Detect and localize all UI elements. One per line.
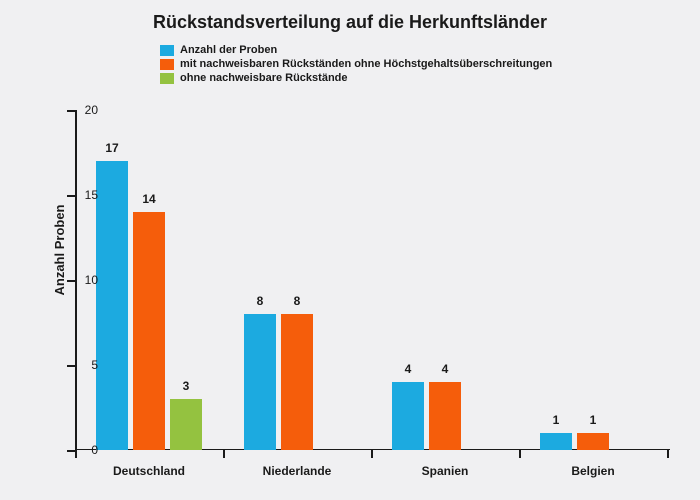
legend-swatch-0: [160, 45, 174, 56]
x-tick: [75, 450, 77, 458]
bar: [281, 314, 313, 450]
bar-value-label: 4: [442, 362, 449, 376]
bar: [133, 212, 165, 450]
legend-label-1: mit nachweisbaren Rückständen ohne Höchs…: [180, 58, 552, 70]
y-tick-label: 20: [85, 103, 98, 117]
legend: Anzahl der Proben mit nachweisbaren Rück…: [160, 44, 552, 86]
bar-value-label: 1: [553, 413, 560, 427]
y-tick-label: 15: [85, 188, 98, 202]
x-category-label: Niederlande: [263, 464, 332, 478]
y-tick: [67, 365, 75, 367]
bar: [170, 399, 202, 450]
y-tick: [67, 110, 75, 112]
x-category-label: Deutschland: [113, 464, 185, 478]
y-axis: [75, 110, 77, 450]
x-category-label: Belgien: [571, 464, 614, 478]
x-tick: [519, 450, 521, 458]
bar-value-label: 14: [142, 192, 155, 206]
y-tick-label: 5: [91, 358, 98, 372]
bar: [429, 382, 461, 450]
legend-swatch-2: [160, 73, 174, 84]
legend-label-0: Anzahl der Proben: [180, 44, 277, 56]
legend-item-2: ohne nachweisbare Rückstände: [160, 72, 552, 84]
bar-value-label: 1: [590, 413, 597, 427]
bar: [96, 161, 128, 450]
y-axis-label: Anzahl Proben: [52, 204, 67, 295]
y-tick: [67, 450, 75, 452]
legend-label-2: ohne nachweisbare Rückstände: [180, 72, 348, 84]
legend-swatch-1: [160, 59, 174, 70]
legend-item-0: Anzahl der Proben: [160, 44, 552, 56]
bar-value-label: 8: [294, 294, 301, 308]
bar: [392, 382, 424, 450]
y-tick-label: 0: [91, 443, 98, 457]
bar-value-label: 8: [257, 294, 264, 308]
x-tick: [371, 450, 373, 458]
chart-container: Rückstandsverteilung auf die Herkunftslä…: [0, 0, 700, 500]
y-tick: [67, 195, 75, 197]
y-tick-label: 10: [85, 273, 98, 287]
legend-item-1: mit nachweisbaren Rückständen ohne Höchs…: [160, 58, 552, 70]
chart-title: Rückstandsverteilung auf die Herkunftslä…: [0, 12, 700, 33]
bar-value-label: 4: [405, 362, 412, 376]
bar: [244, 314, 276, 450]
bar: [577, 433, 609, 450]
y-tick: [67, 280, 75, 282]
bar: [540, 433, 572, 450]
bar-value-label: 3: [183, 379, 190, 393]
plot-area: Deutschland17143Niederlande88Spanien44Be…: [75, 110, 670, 450]
x-tick: [667, 450, 669, 458]
x-category-label: Spanien: [422, 464, 469, 478]
x-tick: [223, 450, 225, 458]
bar-value-label: 17: [105, 141, 118, 155]
